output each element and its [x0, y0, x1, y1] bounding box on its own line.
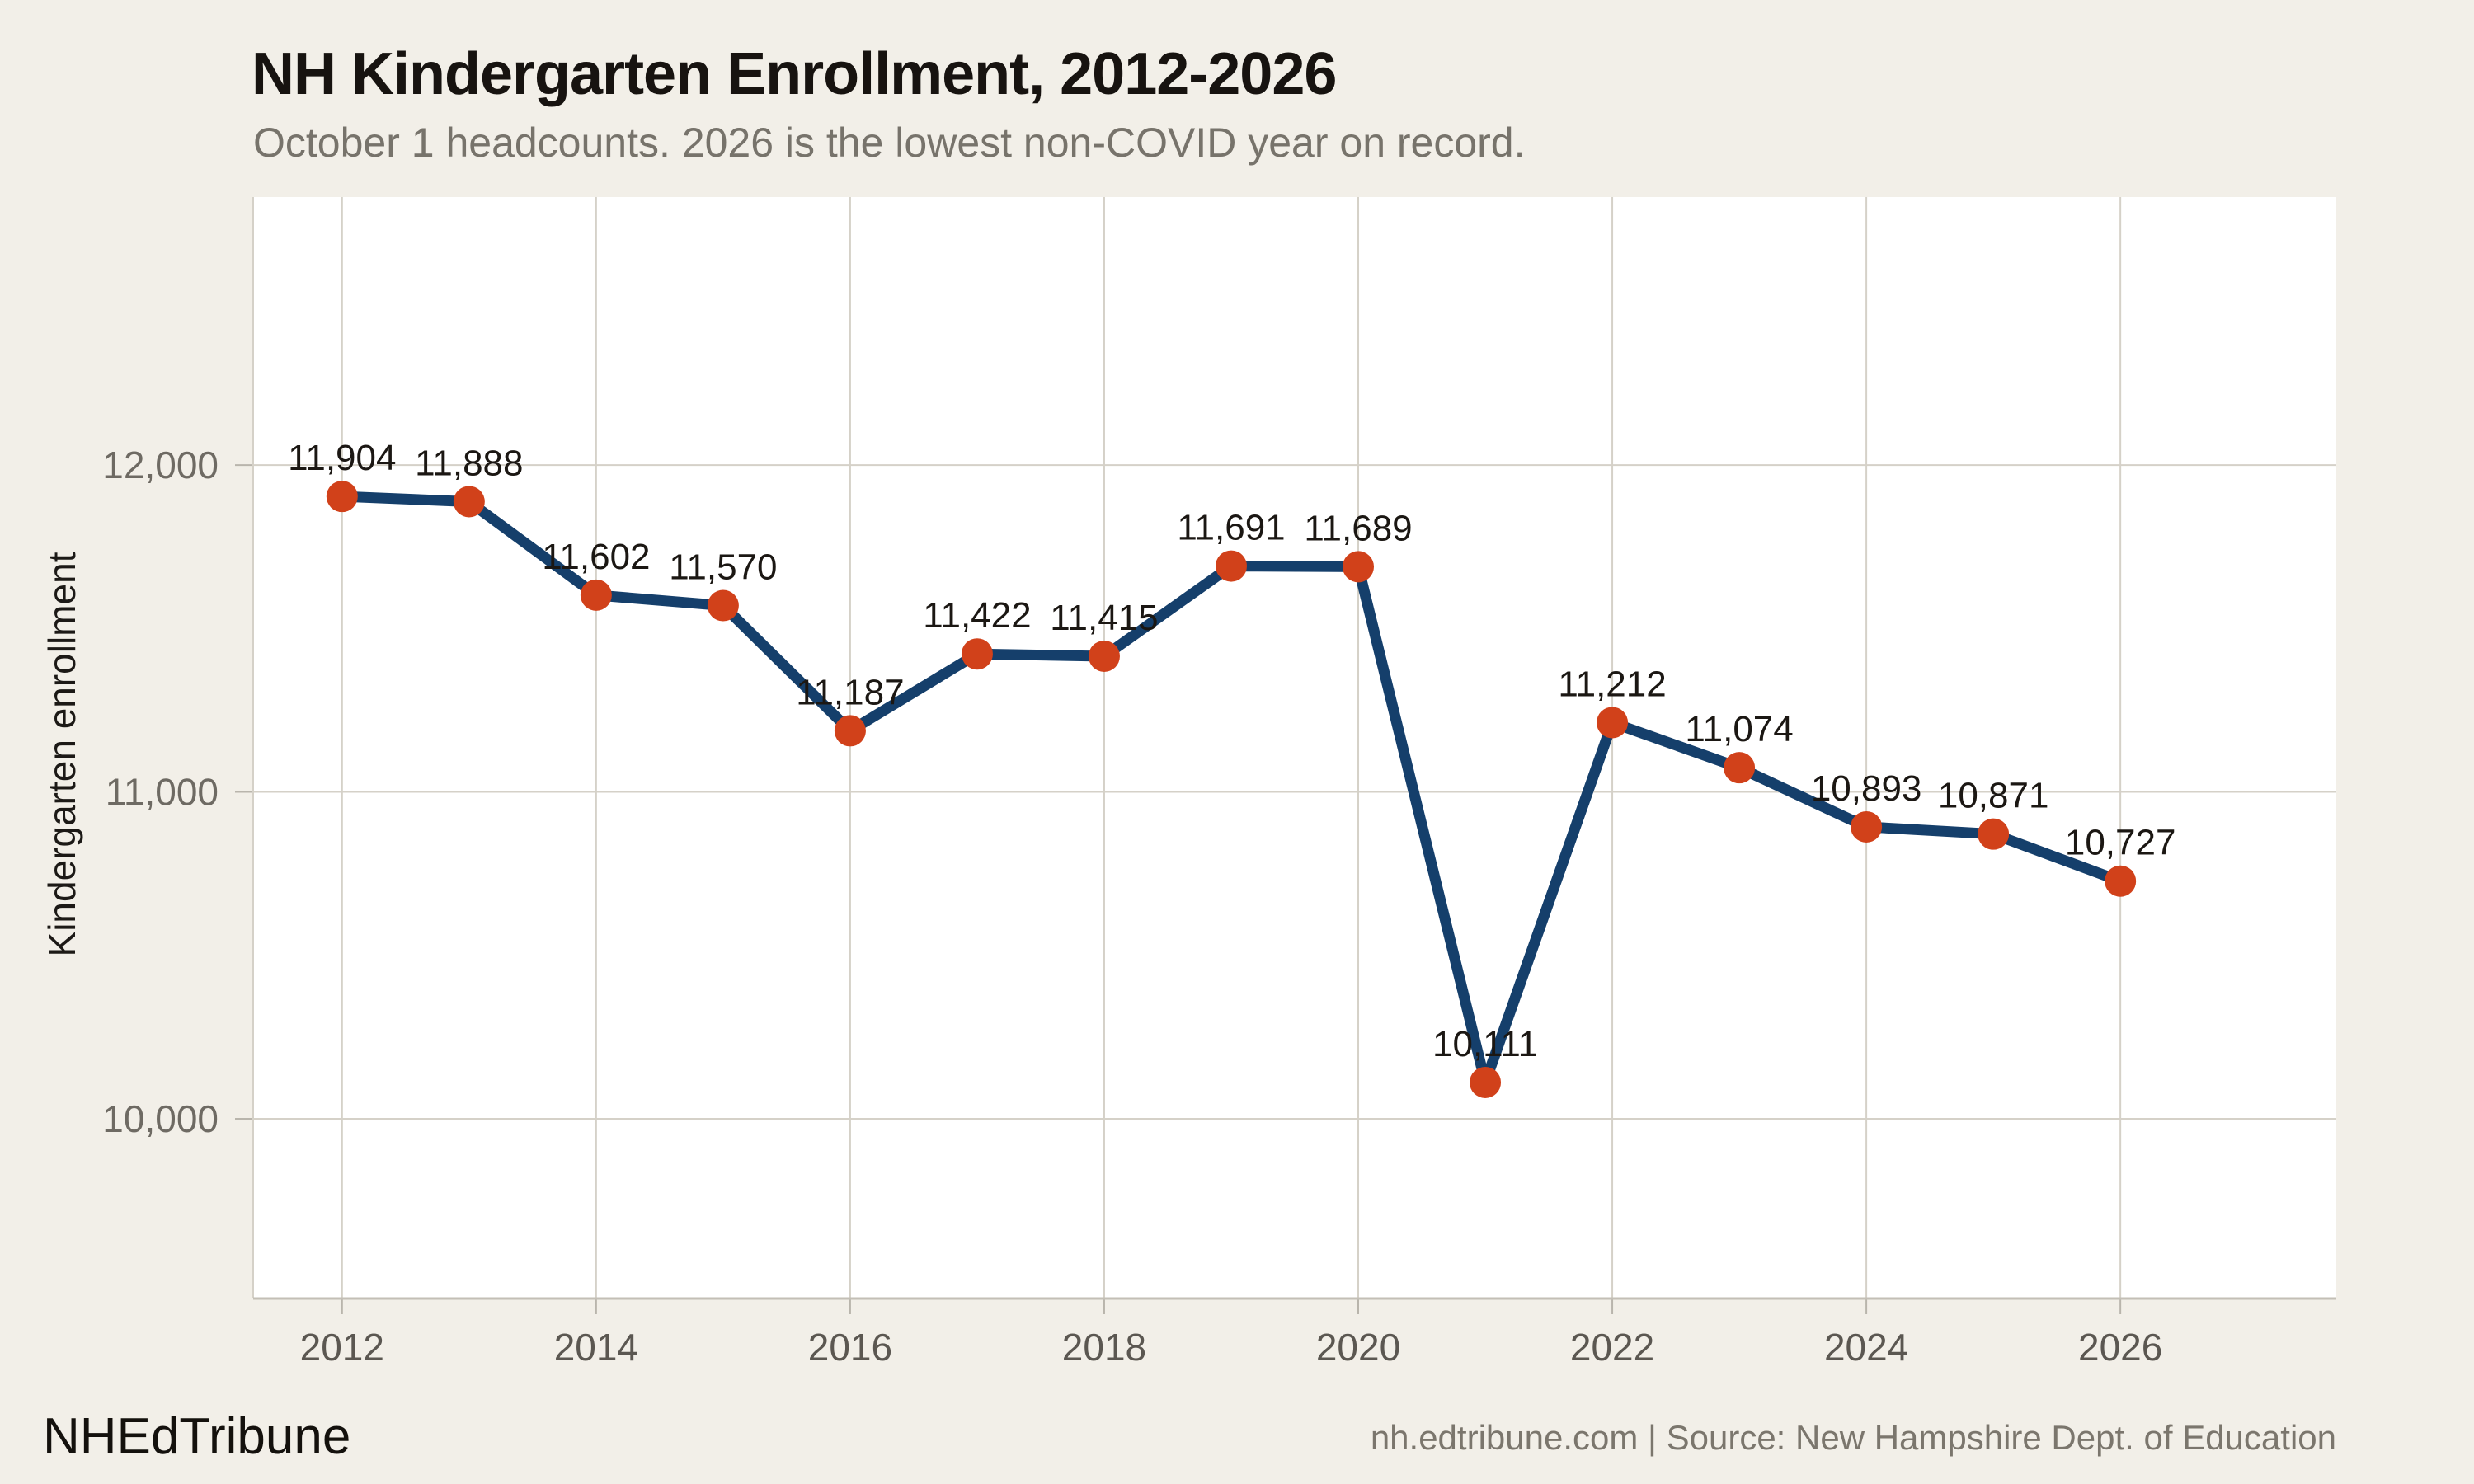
data-point-label: 11,570 — [669, 547, 777, 588]
data-point-marker — [580, 579, 612, 611]
plot-area — [253, 197, 2336, 1298]
x-tick-label: 2016 — [808, 1326, 892, 1369]
data-point-label: 11,904 — [288, 438, 396, 478]
data-point-label: 11,602 — [542, 537, 650, 577]
data-point-label: 10,871 — [1938, 776, 2049, 816]
y-tick-label: 10,000 — [102, 1097, 219, 1140]
data-point-marker — [2105, 865, 2137, 897]
data-point-marker — [1215, 550, 1247, 582]
data-point-marker — [834, 715, 866, 747]
data-point-marker — [1851, 810, 1883, 843]
x-tick-label: 2024 — [1824, 1326, 1908, 1369]
data-point-label: 10,727 — [2065, 823, 2176, 863]
chart-subtitle: October 1 headcounts. 2026 is the lowest… — [253, 120, 1526, 166]
y-axis-title: Kindergarten enrollment — [40, 552, 83, 957]
x-tick-label: 2014 — [554, 1326, 638, 1369]
x-tick-label: 2026 — [2078, 1326, 2162, 1369]
data-point-label: 10,893 — [1811, 768, 1922, 809]
data-point-marker — [707, 589, 739, 622]
data-point-label: 11,691 — [1177, 508, 1285, 548]
data-point-label: 10,111 — [1432, 1024, 1538, 1064]
data-point-marker — [1088, 640, 1120, 672]
data-point-marker — [1343, 551, 1375, 583]
data-point-label: 11,415 — [1050, 598, 1158, 638]
x-tick-label: 2012 — [300, 1326, 384, 1369]
data-point-marker — [1978, 818, 2010, 850]
y-tick-label: 11,000 — [106, 771, 219, 814]
data-point-marker — [326, 481, 358, 513]
publisher-brand: NHEdTribune — [43, 1408, 351, 1465]
data-point-marker — [1597, 707, 1629, 739]
x-tick-label: 2018 — [1062, 1326, 1146, 1369]
data-point-label: 11,888 — [415, 443, 523, 483]
data-point-label: 11,689 — [1304, 508, 1412, 548]
data-point-label: 11,422 — [923, 595, 1031, 636]
data-point-label: 11,187 — [796, 672, 904, 712]
data-point-marker — [1470, 1066, 1502, 1098]
data-point-marker — [453, 486, 485, 518]
x-tick-label: 2022 — [1570, 1326, 1654, 1369]
x-tick-label: 2020 — [1316, 1326, 1400, 1369]
y-tick-label: 12,000 — [102, 444, 219, 486]
data-point-label: 11,212 — [1558, 664, 1666, 704]
source-attribution: nh.edtribune.com | Source: New Hampshire… — [1370, 1418, 2336, 1457]
data-point-label: 11,074 — [1685, 709, 1793, 749]
data-point-marker — [961, 638, 993, 670]
chart-title: NH Kindergarten Enrollment, 2012-2026 — [252, 41, 1337, 107]
data-point-marker — [1724, 752, 1756, 784]
